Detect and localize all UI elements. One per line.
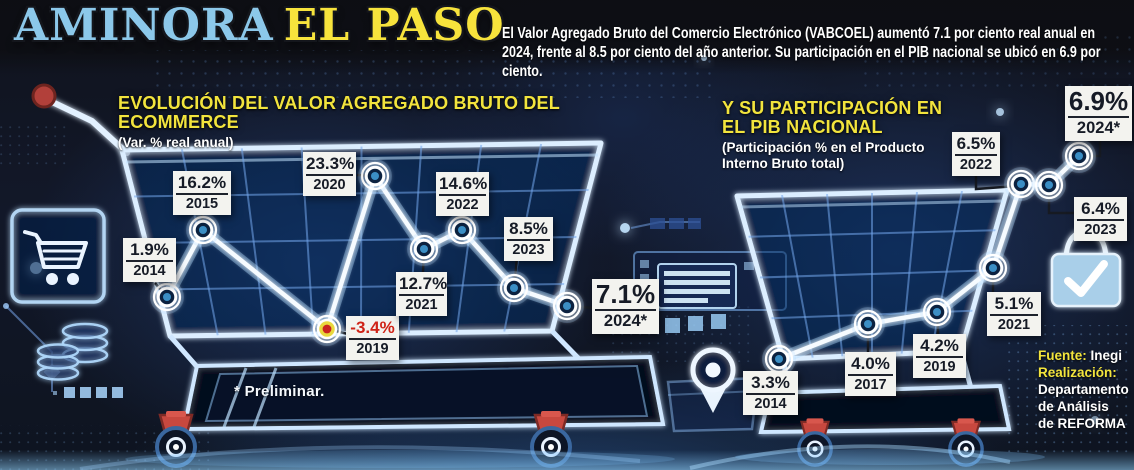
label-value: 3.3% [746,373,795,396]
data-point-2014 [762,342,796,376]
data-point-2017 [851,307,885,341]
left-chart-title: EVOLUCIÓN DEL VALOR AGREGADO BRUTO DEL E… [118,93,560,133]
label-year: 2021 [405,297,438,314]
value-label-2020: 23.3% 2020 [303,152,356,197]
value-label-2022: 6.5% 2022 [952,132,1000,177]
bottom-glow-strip [0,444,1134,470]
page-title: AMINORA EL PASO [14,0,505,51]
label-value: 4.2% [916,336,963,359]
intro-paragraph: El Valor Agregado Bruto del Comercio Ele… [502,24,1101,80]
value-label-2021: 12.7% 2021 [396,272,447,317]
label-value: 12.7% [399,274,447,297]
data-point-2014 [150,280,184,314]
right-chart-header: Y SU PARTICIPACIÓN EN EL PIB NACIONAL (P… [722,98,952,172]
data-point-2024* [550,289,584,323]
data-point-2021 [976,251,1010,285]
label-value: 6.4% [1077,199,1124,222]
label-year: 2023 [1084,222,1117,239]
value-label-2024*: 7.1% 2024* [592,279,659,335]
right-chart-subtitle: (Participación % en el Producto Interno … [722,139,925,171]
value-label-2014: 3.3% 2014 [743,371,798,416]
label-year: 2014 [754,396,787,413]
label-year: 2024* [603,312,648,331]
left-icon-panel [10,208,106,304]
label-value: 8.5% [507,219,550,242]
label-value: 14.6% [439,174,487,197]
value-label-2023: 6.4% 2023 [1074,197,1127,242]
data-point-2024* [1062,139,1096,173]
value-label-2024*: 6.9% 2024* [1065,86,1132,142]
right-cart [734,187,1012,467]
label-year: 2022 [446,197,479,214]
label-year: 2021 [997,317,1031,334]
value-label-2019: 4.2% 2019 [913,334,966,379]
data-point-2023 [497,271,531,305]
value-label-2014: 1.9% 2014 [123,238,176,283]
label-value: 1.9% [126,240,173,263]
realization-line: de Análisis [1038,399,1109,414]
label-year: 2017 [854,377,887,394]
data-point-2019 [310,312,344,346]
right-chart-title: Y SU PARTICIPACIÓN EN EL PIB NACIONAL [722,98,943,138]
shopping-bag-check-icon [1050,229,1122,308]
value-label-2019: -3.4% 2019 [346,316,399,361]
cart-handle-knob [31,83,57,109]
label-value: -3.4% [349,318,396,341]
value-label-2021: 5.1% 2021 [987,292,1041,337]
credits-block: Fuente: Inegi Realización: Departamento … [1038,347,1134,432]
source-label: Fuente: [1038,348,1087,363]
data-point-2015 [186,213,220,247]
label-year: 2022 [959,157,993,174]
chart-points [150,139,1096,376]
label-year: 2024* [1076,119,1121,138]
value-label-2023: 8.5% 2023 [504,217,553,262]
realization-line: Departamento [1038,382,1129,397]
value-label-2022: 14.6% 2022 [436,172,489,217]
label-value: 4.0% [848,354,893,377]
label-year: 2014 [133,263,166,280]
realization-label: Realización: [1038,365,1117,380]
label-year: 2019 [923,359,956,376]
data-point-2019 [920,295,954,329]
label-value: 16.2% [176,173,228,196]
footnote: * Preliminar. [234,383,325,400]
realization-line: de REFORMA [1038,416,1126,431]
data-point-2022 [445,213,479,247]
source-value: Inegi [1090,348,1123,363]
page-title-part1: AMINORA [14,0,274,51]
label-year: 2023 [512,242,545,259]
squares-row [53,387,123,398]
label-year: 2019 [356,341,389,358]
label-value: 7.1% [595,280,656,312]
label-value: 23.3% [306,154,354,177]
label-value: 6.5% [955,134,997,157]
data-point-2023 [1032,168,1066,202]
location-pin-icon [666,347,760,433]
cart-icon [23,230,88,285]
label-year: 2015 [185,196,219,213]
label-year: 2020 [313,177,346,194]
value-label-2015: 16.2% 2015 [173,171,231,216]
left-chart-subtitle: (Var. % real anual) [118,134,234,150]
data-point-2021 [407,232,441,266]
label-value: 6.9% [1068,87,1129,119]
data-point-2020 [358,159,392,193]
tech-panel [633,251,787,333]
label-value: 5.1% [990,294,1038,317]
left-chart-header: EVOLUCIÓN DEL VALOR AGREGADO BRUTO DEL E… [118,93,638,151]
value-label-2017: 4.0% 2017 [845,352,896,397]
page-title-part2: EL PASO [283,0,505,51]
data-point-2022 [1004,167,1038,201]
coins-icon [36,322,109,381]
